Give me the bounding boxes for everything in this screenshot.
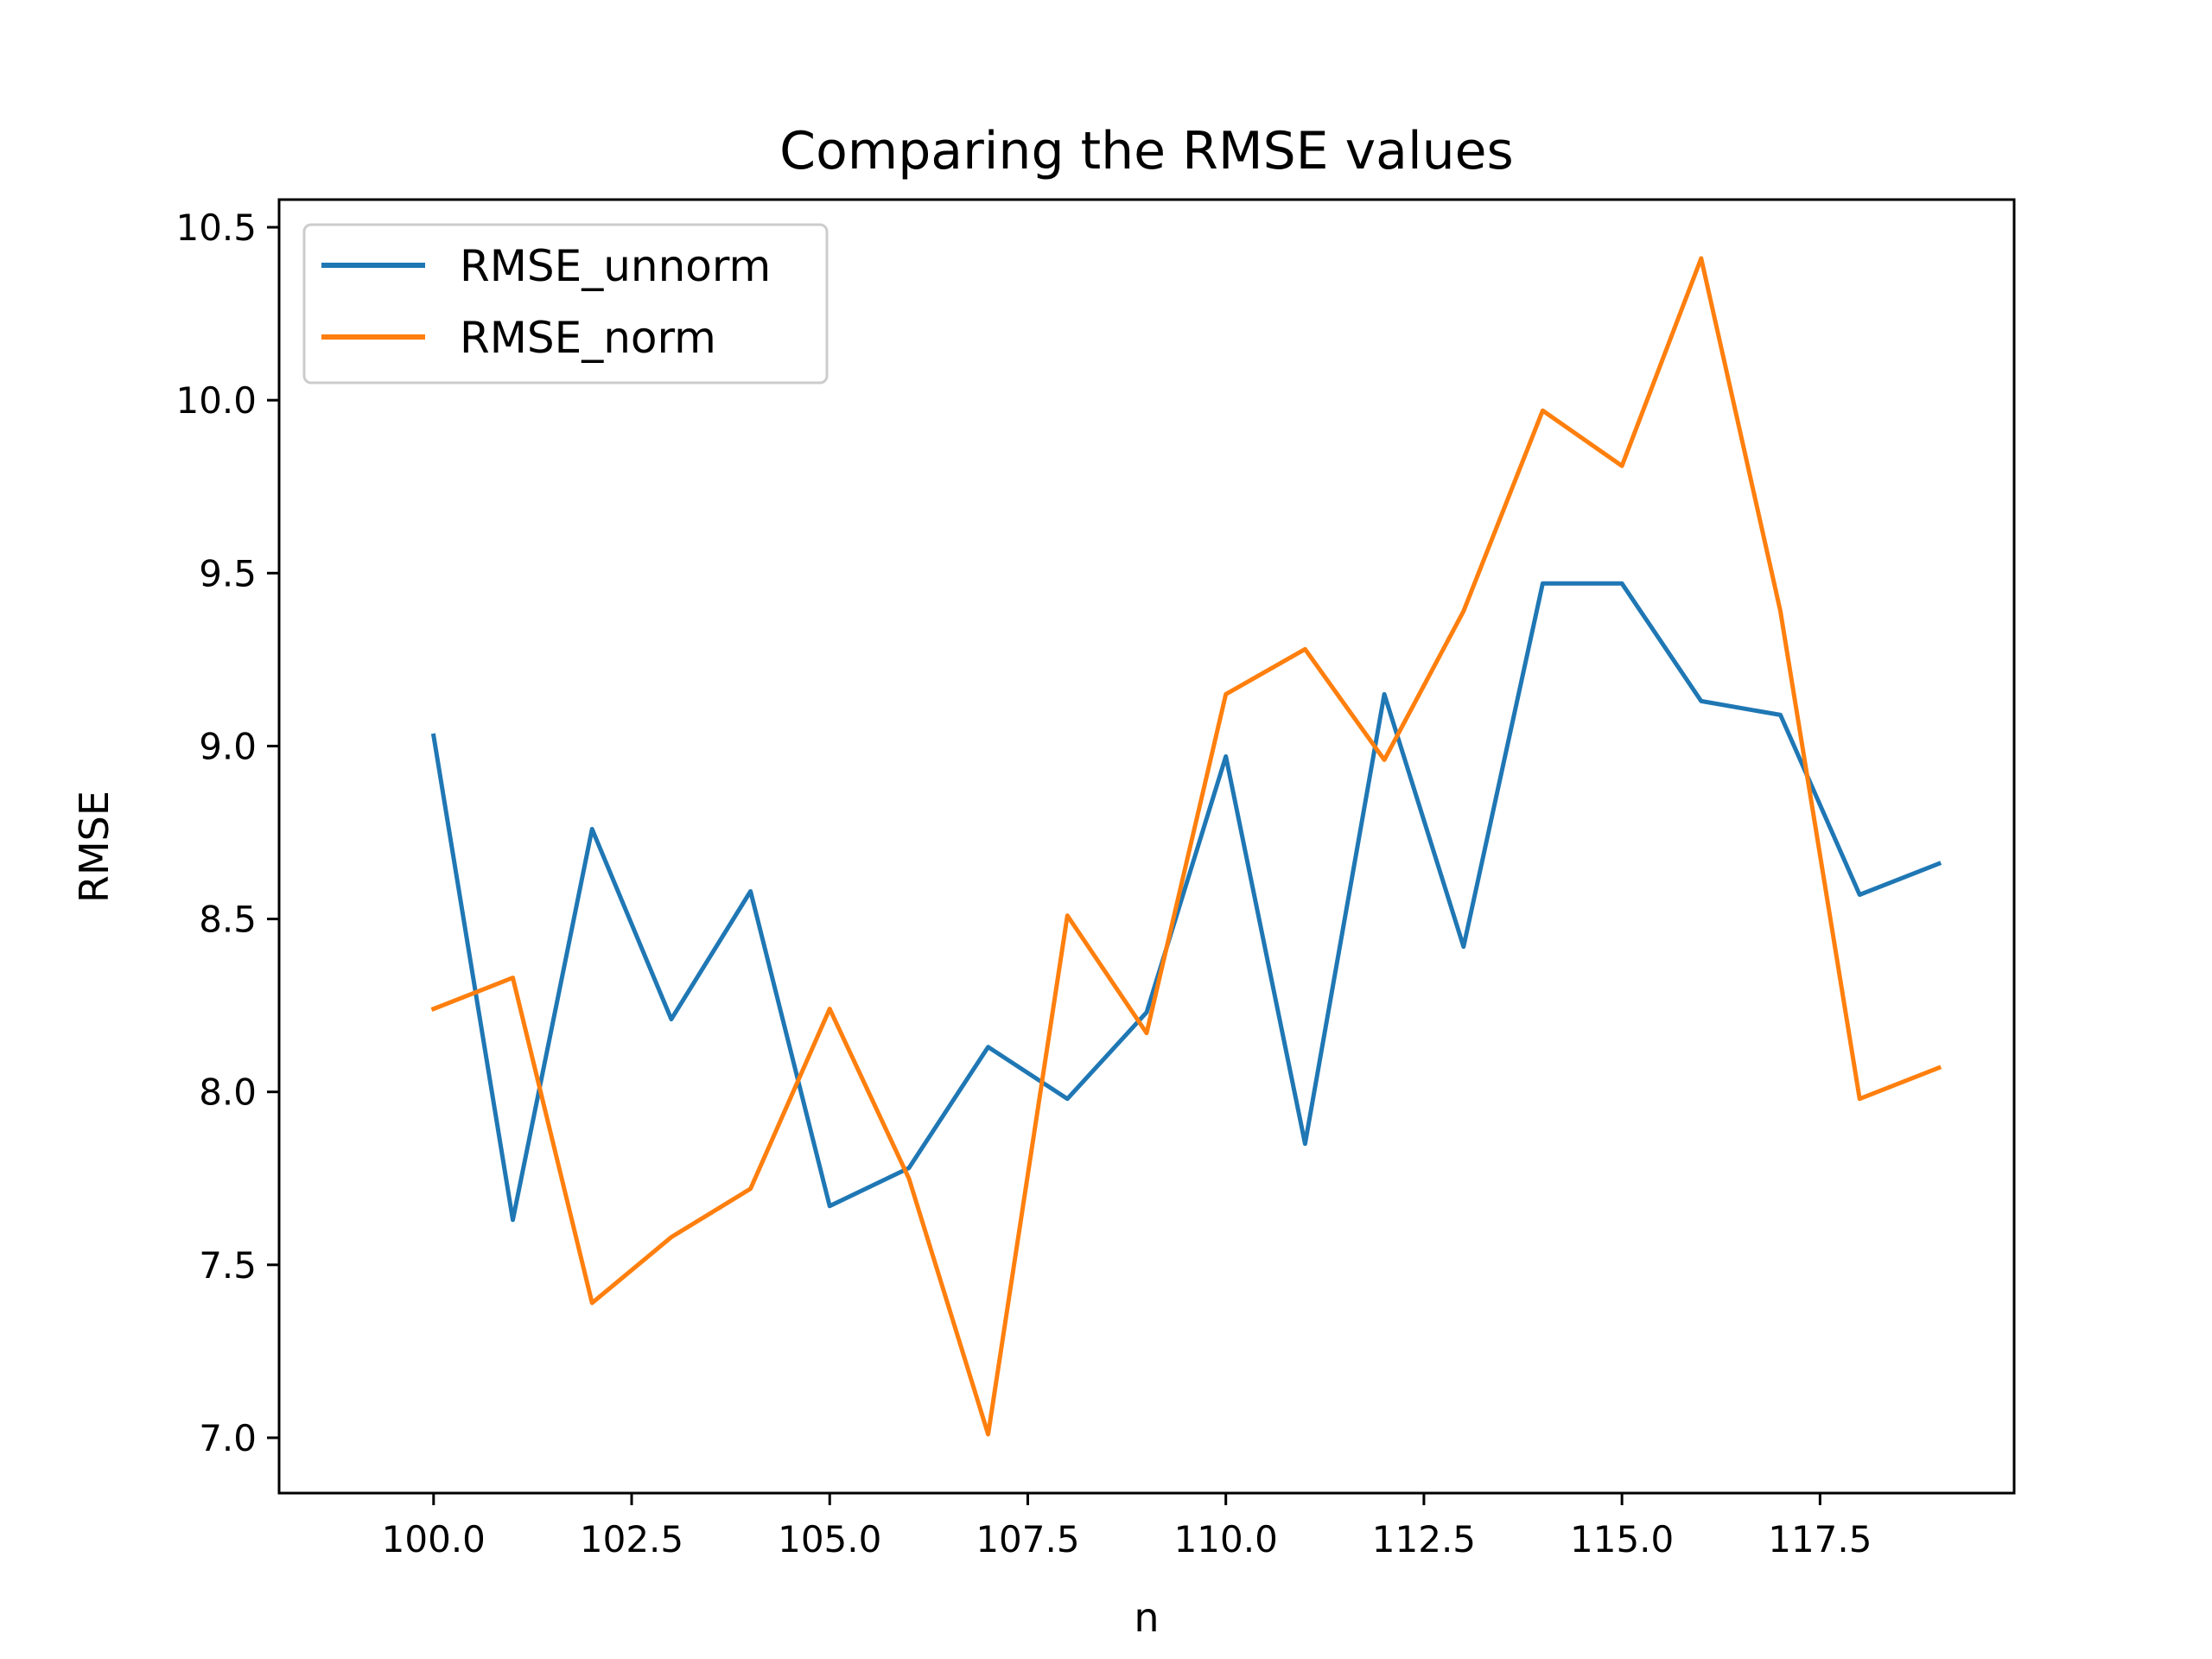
y-tick-label: 9.0 [199, 725, 257, 767]
plot-area-frame [277, 198, 2016, 1495]
y-tick-label: 7.5 [199, 1244, 257, 1287]
y-axis-label: RMSE [71, 791, 118, 903]
y-tick-label: 10.5 [175, 207, 257, 249]
x-tick-label: 115.0 [1570, 1518, 1674, 1560]
y-axis-ticks: 7.0 7.5 8.0 8.5 9.0 9.5 10.0 10.5 [175, 207, 279, 1459]
series-line-rmse-norm [430, 256, 1942, 1437]
legend-label-rmse-unnorm: RMSE_unnorm [460, 241, 771, 291]
legend-box [302, 223, 829, 385]
y-tick-label: 7.0 [199, 1417, 257, 1459]
legend-label-rmse-norm: RMSE_norm [460, 313, 716, 363]
x-tick-label: 112.5 [1372, 1518, 1476, 1560]
x-tick-label: 105.0 [778, 1518, 881, 1560]
series-layer [430, 256, 1942, 1437]
x-axis-ticks: 100.0 102.5 105.0 107.5 110.0 112.5 115.0 117.5 [382, 1493, 1872, 1560]
legend: RMSE_unnorm RMSE_norm [302, 223, 829, 385]
x-axis-label: n [1134, 1594, 1159, 1641]
y-tick-label: 8.5 [199, 899, 257, 941]
y-tick-label: 8.0 [199, 1071, 257, 1114]
x-tick-label: 110.0 [1174, 1518, 1278, 1560]
x-tick-label: 117.5 [1768, 1518, 1872, 1560]
x-tick-label: 102.5 [580, 1518, 683, 1560]
x-tick-label: 100.0 [382, 1518, 486, 1560]
x-tick-label: 107.5 [976, 1518, 1079, 1560]
y-tick-label: 9.5 [199, 552, 257, 594]
y-tick-label: 10.0 [175, 379, 257, 422]
series-line-rmse-unnorm [430, 581, 1942, 1223]
chart-title: Comparing the RMSE values [779, 121, 1514, 181]
